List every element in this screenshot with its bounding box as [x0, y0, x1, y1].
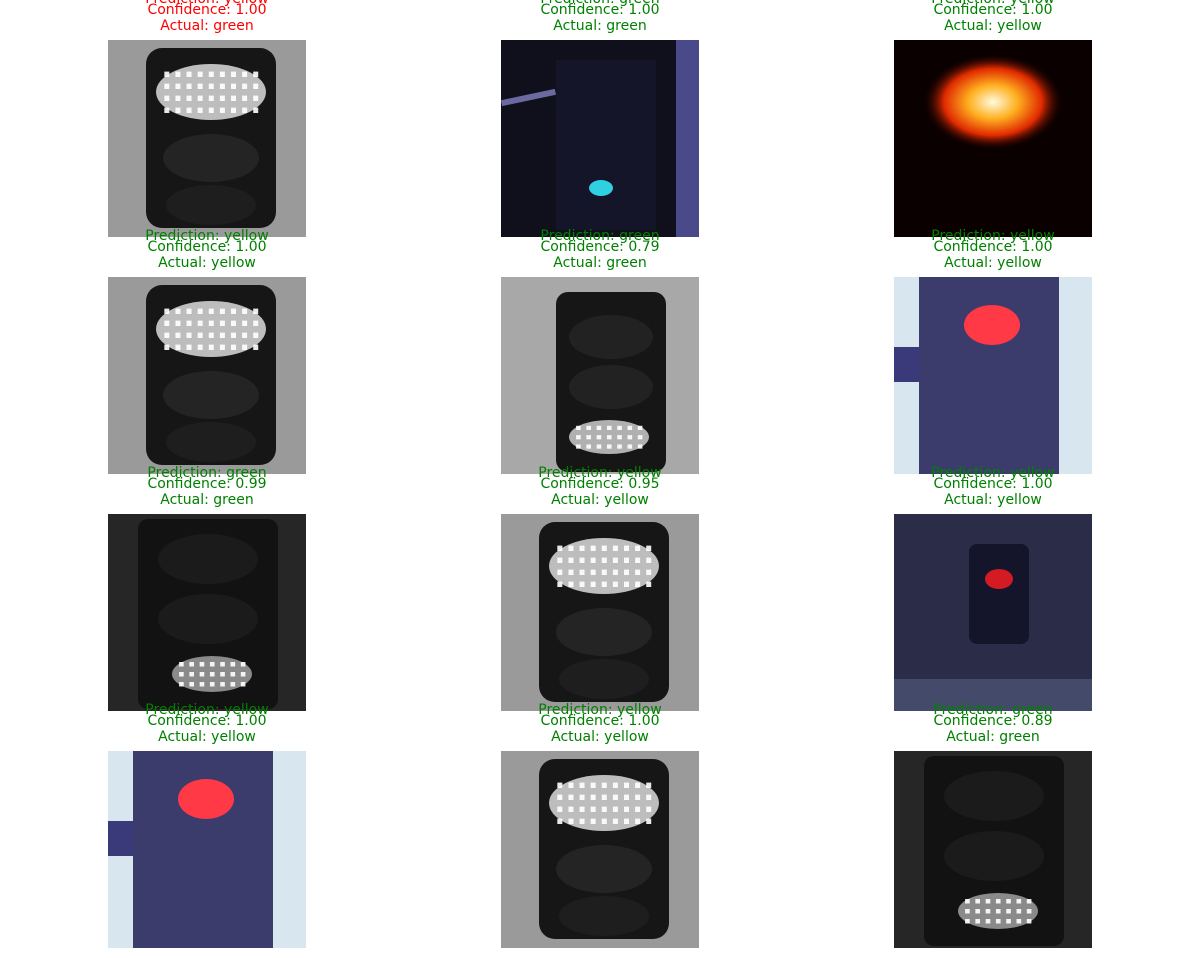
traffic-light-thumbnail: [501, 751, 699, 948]
prediction-label: Prediction: yellow: [538, 702, 662, 718]
sample-cell: Prediction: yellow Confidence: 1.00 Actu…: [894, 0, 1092, 237]
traffic-light-image: [501, 277, 699, 474]
traffic-light-thumbnail: [894, 751, 1092, 948]
prediction-label: Prediction: green: [540, 228, 660, 244]
traffic-light-image: [894, 40, 1092, 237]
actual-label: Actual: yellow: [944, 18, 1042, 34]
traffic-light-image: [501, 751, 699, 948]
sample-cell: Prediction: yellow Confidence: 0.95 Actu…: [501, 465, 699, 711]
actual-label: Actual: green: [553, 255, 647, 271]
actual-label: Actual: yellow: [158, 255, 256, 271]
prediction-label: Prediction: yellow: [145, 702, 269, 718]
traffic-light-thumbnail: [894, 40, 1092, 237]
prediction-label: Prediction: green: [441, 0, 759, 7]
traffic-light-thumbnail: [108, 40, 306, 237]
sample-cell: Prediction: yellow Confidence: 1.00 Actu…: [108, 0, 306, 237]
sample-cell: Prediction: yellow Confidence: 1.00 Actu…: [894, 465, 1092, 711]
confidence-label: Confidence: 1.00: [933, 476, 1053, 492]
traffic-light-image: [501, 40, 699, 237]
actual-label: Actual: yellow: [551, 492, 649, 508]
confidence-label: Confidence: 0.89: [933, 713, 1053, 729]
prediction-label: Prediction: green: [147, 465, 267, 481]
confidence-label: Confidence: 1.00: [540, 713, 660, 729]
traffic-light-thumbnail: [108, 277, 306, 474]
traffic-light-image: [894, 751, 1092, 948]
traffic-light-thumbnail: [108, 751, 306, 948]
prediction-label: Prediction: yellow: [48, 0, 366, 7]
traffic-light-thumbnail: [501, 277, 699, 474]
traffic-light-thumbnail: [894, 277, 1092, 474]
confidence-label: Confidence: 1.00: [933, 2, 1053, 18]
actual-label: Actual: green: [553, 18, 647, 34]
actual-label: Actual: yellow: [944, 492, 1042, 508]
sample-cell: Prediction: green Confidence: 0.79 Actua…: [501, 228, 699, 474]
actual-label: Actual: yellow: [551, 729, 649, 745]
prediction-label: Prediction: yellow: [145, 228, 269, 244]
sample-cell: Prediction: yellow Confidence: 1.00 Actu…: [108, 228, 306, 474]
actual-label: Actual: yellow: [158, 729, 256, 745]
traffic-light-thumbnail: [501, 40, 699, 237]
traffic-light-image: [501, 514, 699, 711]
prediction-label: Prediction: green: [933, 702, 1053, 718]
actual-label: Actual: green: [160, 18, 254, 34]
prediction-label: Prediction: yellow: [931, 228, 1055, 244]
sample-cell: Prediction: yellow Confidence: 1.00 Actu…: [501, 702, 699, 948]
confidence-label: Confidence: 1.00: [933, 239, 1053, 255]
sample-cell: Prediction: green Confidence: 0.89 Actua…: [894, 702, 1092, 948]
sample-cell: Prediction: green Confidence: 0.99 Actua…: [108, 465, 306, 711]
actual-label: Actual: green: [946, 729, 1040, 745]
traffic-light-image: [108, 514, 306, 711]
prediction-label: Prediction: yellow: [834, 0, 1152, 7]
confidence-label: Confidence: 1.00: [147, 239, 267, 255]
traffic-light-image: [894, 277, 1092, 474]
traffic-light-thumbnail: [108, 514, 306, 711]
traffic-light-image: [894, 514, 1092, 711]
confidence-label: Confidence: 1.00: [540, 2, 660, 18]
confidence-label: Confidence: 1.00: [147, 2, 267, 18]
sample-cell: Prediction: yellow Confidence: 1.00 Actu…: [108, 702, 306, 948]
confidence-label: Confidence: 0.99: [147, 476, 267, 492]
actual-label: Actual: yellow: [944, 255, 1042, 271]
prediction-label: Prediction: yellow: [538, 465, 662, 481]
prediction-label: Prediction: yellow: [931, 465, 1055, 481]
actual-label: Actual: green: [160, 492, 254, 508]
traffic-light-image: [108, 40, 306, 237]
traffic-light-image: [108, 751, 306, 948]
sample-cell: Prediction: yellow Confidence: 1.00 Actu…: [894, 228, 1092, 474]
traffic-light-thumbnail: [894, 514, 1092, 711]
confidence-label: Confidence: 1.00: [147, 713, 267, 729]
sample-cell: Prediction: green Confidence: 1.00 Actua…: [501, 0, 699, 237]
traffic-light-image: [108, 277, 306, 474]
confidence-label: Confidence: 0.79: [540, 239, 660, 255]
confidence-label: Confidence: 0.95: [540, 476, 660, 492]
traffic-light-thumbnail: [501, 514, 699, 711]
